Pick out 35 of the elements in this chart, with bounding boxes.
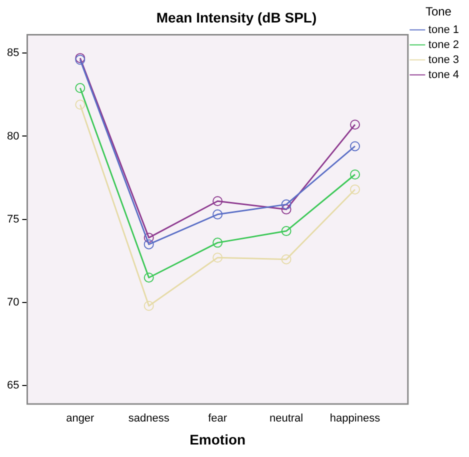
point (212, 196, 223, 206)
point (350, 120, 360, 130)
chart-title: Mean Intensity (dB SPL) (156, 9, 317, 26)
legend-label: tone 4 (428, 68, 460, 81)
legend-title: Tone (425, 4, 452, 18)
x-tick-label: sadness (128, 412, 170, 425)
point (212, 252, 223, 263)
point (144, 300, 154, 311)
point (144, 272, 154, 283)
point (144, 239, 154, 250)
point (281, 226, 292, 236)
y-tick-label: 85 (6, 47, 20, 60)
point (350, 170, 360, 180)
x-tick-label: anger (66, 412, 95, 425)
point (281, 199, 292, 210)
point (281, 204, 292, 214)
point (350, 141, 360, 152)
point (212, 238, 223, 248)
point (75, 83, 86, 94)
x-tick-label: fear (208, 412, 228, 425)
y-tick-label: 75 (6, 213, 20, 226)
legend-label: tone 2 (428, 38, 460, 51)
y-tick-label: 80 (6, 130, 20, 142)
legend-label: tone 3 (428, 54, 460, 66)
x-axis-title: Emotion (190, 431, 246, 448)
point (281, 254, 292, 264)
point (144, 232, 154, 243)
x-tick-label: happiness (330, 412, 381, 425)
x-tick-label: neutral (269, 412, 304, 425)
point (350, 184, 360, 194)
point (212, 209, 223, 220)
legend-label: tone 1 (428, 24, 460, 36)
y-tick-label: 65 (6, 380, 20, 392)
point (75, 100, 86, 110)
y-tick-label: 70 (6, 296, 20, 309)
